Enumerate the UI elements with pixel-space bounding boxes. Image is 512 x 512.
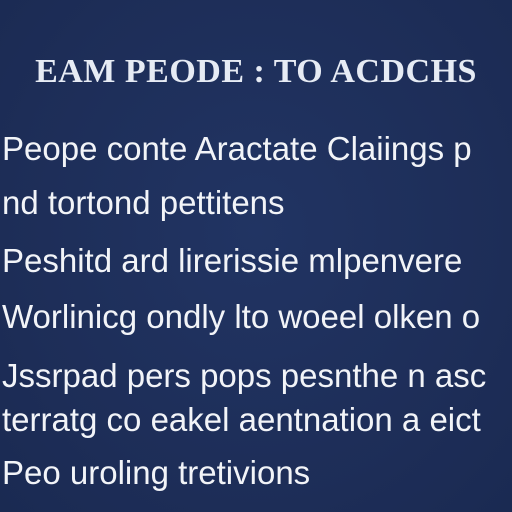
- body-line-5: Jssrpad pers pops pesnthe n asc: [2, 357, 487, 394]
- body-line-6: terratg co eakel aentnation a eict: [2, 401, 481, 438]
- body-line-2: nd tortond pettitens: [2, 184, 285, 221]
- slide-title: EAM PEODE : TO ACDCHS: [35, 53, 477, 90]
- body-line-7: Peo uroling tretivions: [2, 454, 311, 491]
- body-line-1: Peope conte Aractate Claiings p: [2, 130, 472, 167]
- body-line-4: Worlinicg ondly lto woeel olken o: [2, 298, 481, 335]
- body-line-3: Peshitd ard lirerissie mlpenvere: [2, 242, 463, 279]
